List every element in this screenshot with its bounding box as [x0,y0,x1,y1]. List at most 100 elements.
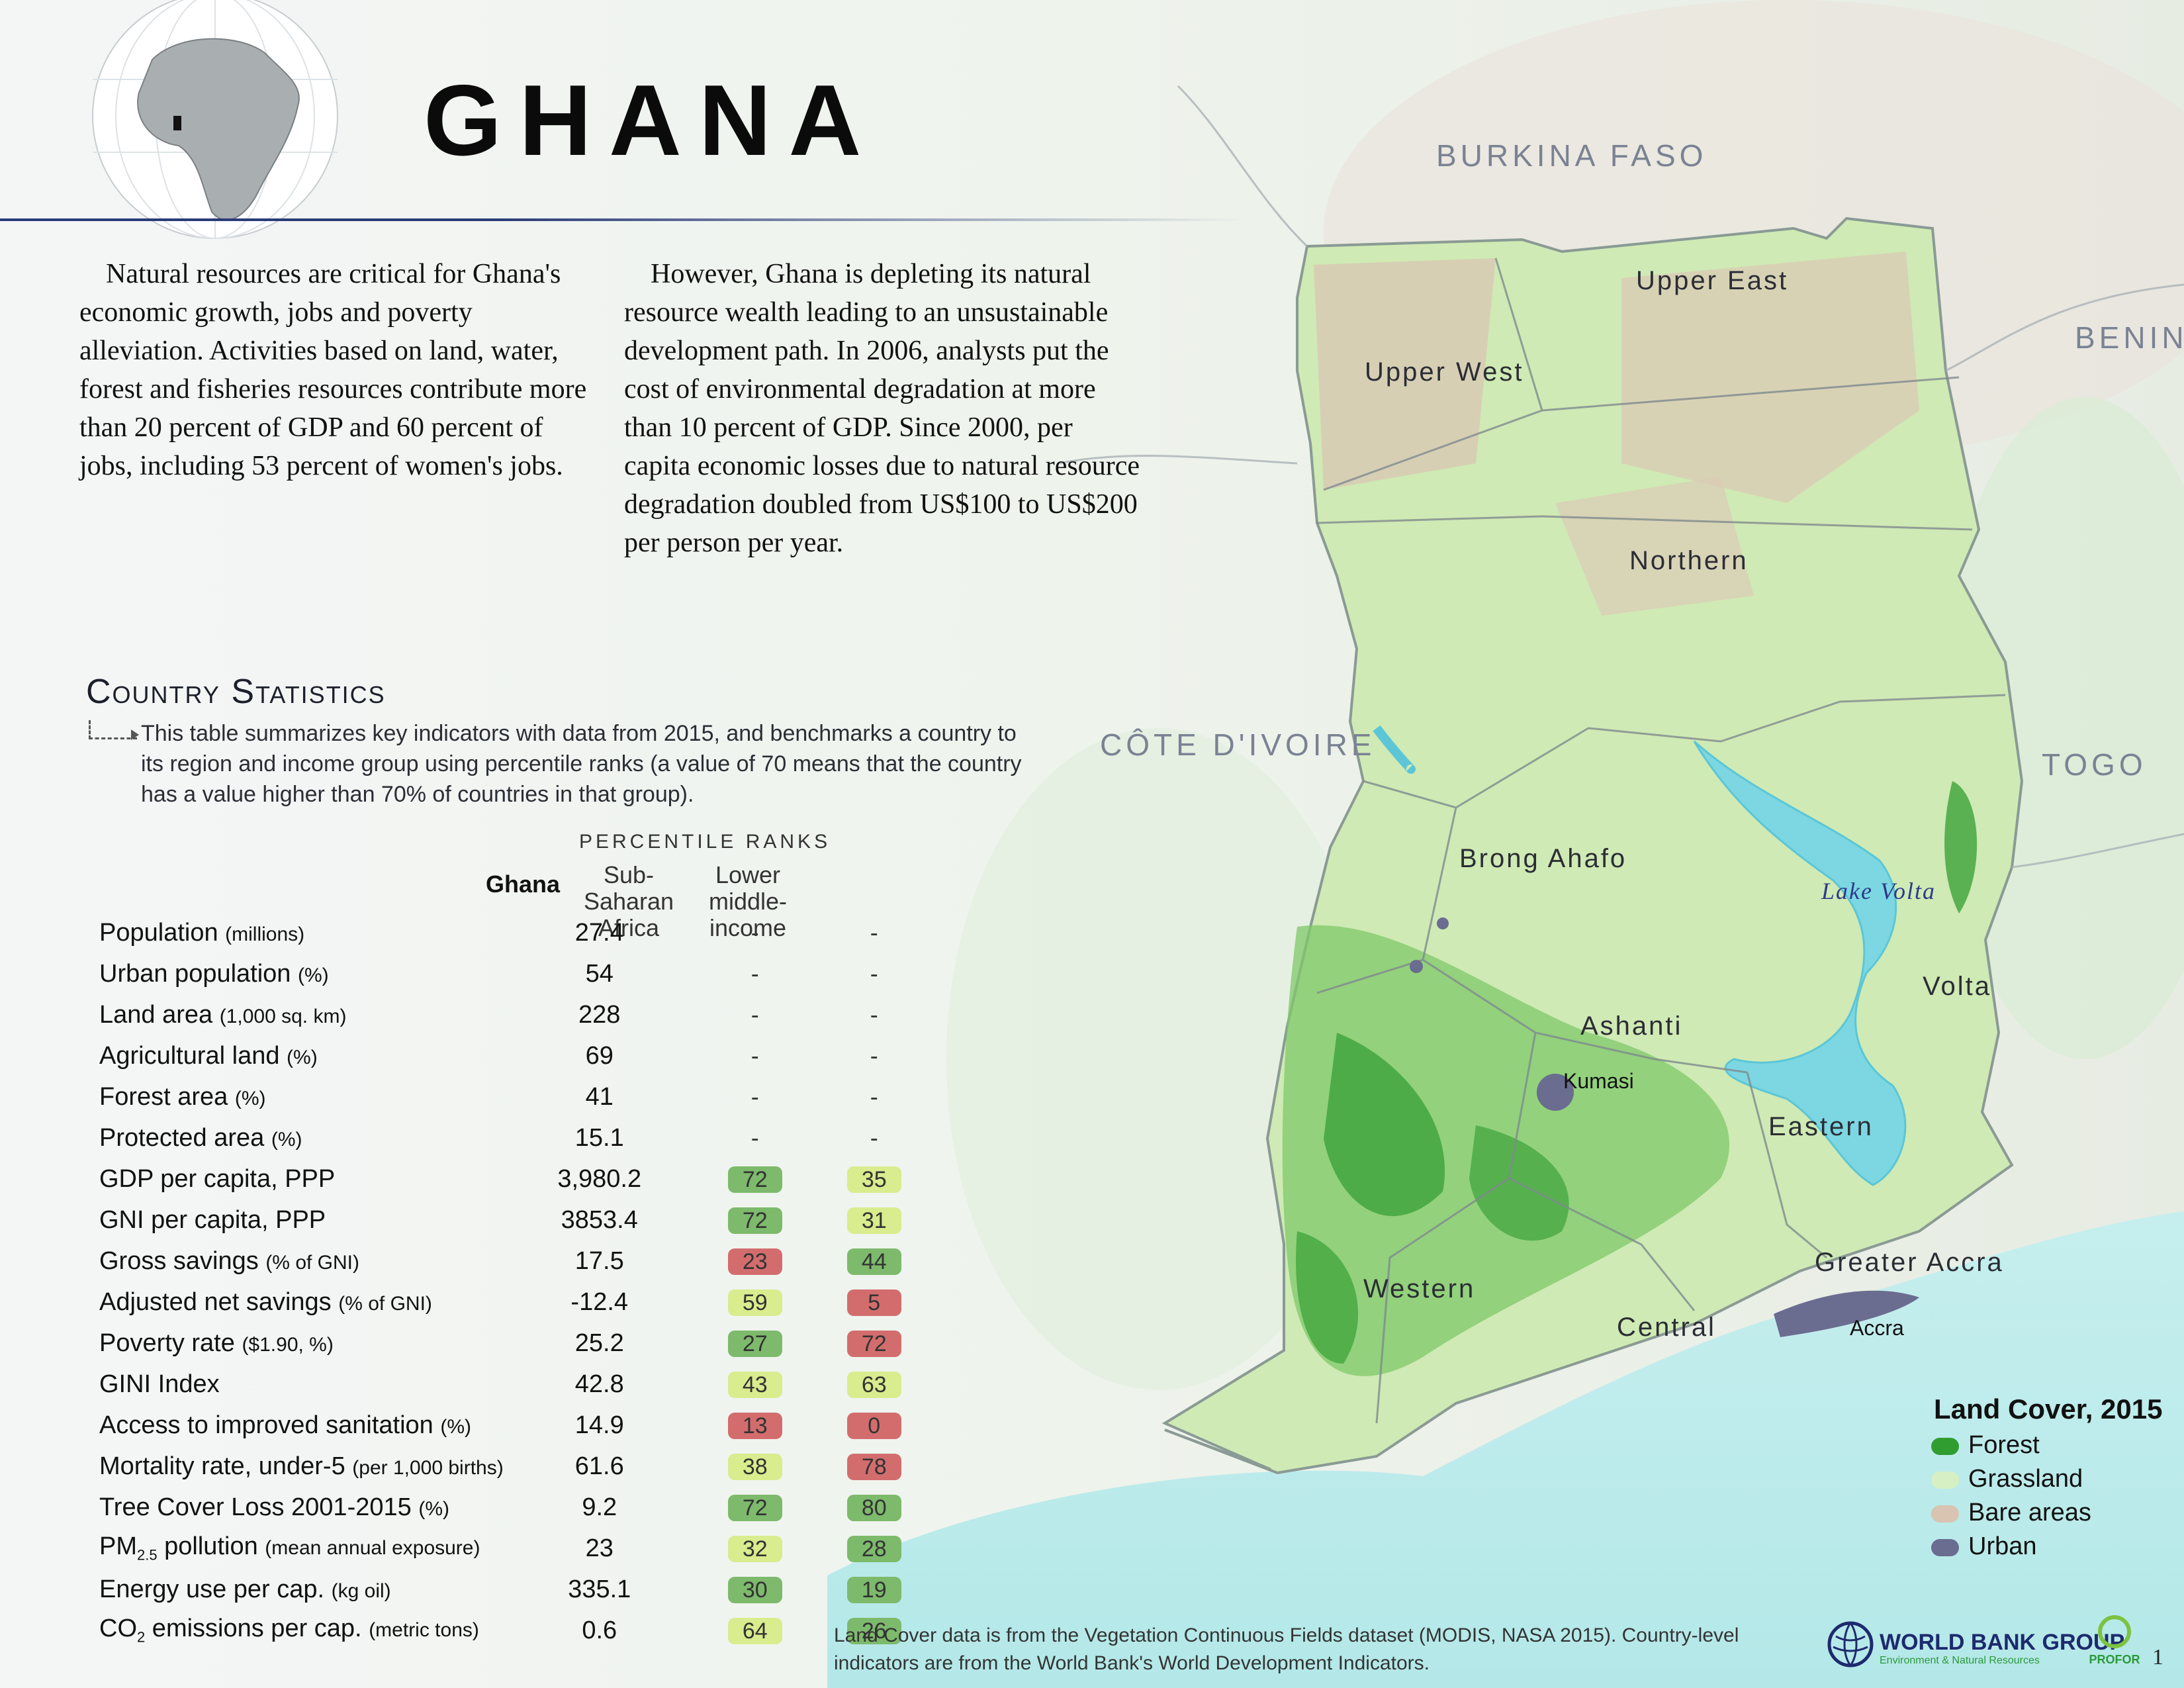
indicator-label: Tree Cover Loss 2001-2015 (%) [99,1493,449,1521]
table-row: Adjusted net savings (% of GNI) -12.4 59 5 [99,1282,934,1323]
ghana-value: 15.1 [574,1123,624,1152]
rank-badge: 23 [727,1248,782,1275]
rank-badge: 59 [727,1289,782,1316]
legend-label: Grassland [1968,1465,2083,1493]
legend-label: Forest [1968,1431,2040,1459]
indicator-label: Land area (1,000 sq. km) [99,1000,347,1029]
region-label-greater-accra: Greater Accra [1815,1248,2004,1277]
legend-swatch [1931,1437,1959,1455]
table-row: Poverty rate ($1.90, %) 25.2 27 72 [99,1323,934,1364]
rank-badge: 44 [846,1248,901,1275]
rank-badge: 72 [727,1495,782,1521]
accra-urban [1774,1290,1919,1337]
rank-sub-saharan-africa: 43 [696,1364,815,1405]
country-label-burkina-faso: BURKINA FASO [1436,138,1707,173]
country-label-cote-divoire: CÔTE D'IVOIRE [1100,727,1376,762]
ghana-value: 335.1 [568,1575,631,1603]
rank-sub-saharan-africa: - [751,1042,759,1069]
ghana-value: -12.4 [570,1288,629,1316]
rank-lower-middle-income: - [870,1083,878,1110]
country-label-benin: BENIN [2075,320,2184,355]
table-row: Energy use per cap. (kg oil) 335.1 30 19 [99,1569,934,1610]
rank-badge: 38 [727,1454,782,1480]
table-row: GINI Index 42.8 43 63 [99,1364,934,1405]
col-income-header: Lower middle-income [708,861,788,941]
page-number: 1 [2152,1645,2163,1669]
city-label-kumasi: Kumasi [1563,1069,1634,1093]
ghana-value: 69 [585,1041,614,1070]
rank-sub-saharan-africa: - [751,960,759,987]
rank-lower-middle-income: - [870,1124,878,1151]
region-label-upper-east: Upper East [1636,266,1789,295]
stats-description: This table summarizes key indicators wit… [141,721,1022,807]
ghana-value: 25.2 [574,1329,624,1357]
rank-lower-middle-income: 63 [815,1364,934,1405]
page-title: GHANA [424,64,879,177]
dashed-pointer [89,720,137,739]
arrow-icon [131,729,139,740]
title-divider [0,218,1244,221]
indicator-label: Agricultural land (%) [99,1041,318,1070]
region-label-volta: Volta [1923,972,1991,1001]
rank-sub-saharan-africa: 32 [696,1528,815,1569]
table-row: Urban population (%) 54 - - [99,953,934,994]
country-label-togo: TOGO [2042,747,2147,782]
rank-lower-middle-income: - [870,1042,878,1069]
table-row: Forest area (%) 41 - - [99,1076,934,1117]
indicator-label: Mortality rate, under-5 (per 1,000 birth… [99,1452,504,1480]
indicator-label: Forest area (%) [99,1082,266,1111]
rank-lower-middle-income: 35 [815,1158,934,1199]
rank-sub-saharan-africa: 59 [696,1282,815,1323]
rank-lower-middle-income: 0 [815,1405,934,1446]
legend-item-urban: Urban [1931,1532,2037,1561]
rank-badge: 63 [846,1372,901,1398]
indicator-label: Gross savings (% of GNI) [99,1246,359,1275]
rank-sub-saharan-africa: 72 [696,1199,815,1241]
legend-title: Land Cover, 2015 [1934,1393,2163,1425]
rank-sub-saharan-africa: 13 [696,1405,815,1446]
region-label-central: Central [1617,1313,1716,1342]
intro-paragraph-2: However, Ghana is depleting its natural … [624,259,1140,558]
rank-badge: 30 [727,1577,782,1603]
rank-badge: 72 [846,1331,901,1357]
indicator-label: CO2 emissions per cap. (metric tons) [99,1615,479,1646]
rank-badge: 72 [727,1207,782,1234]
rank-badge: 31 [846,1207,901,1234]
rank-sub-saharan-africa: - [751,919,759,946]
rank-badge: 64 [727,1618,782,1644]
indicator-label: Poverty rate ($1.90, %) [99,1329,334,1357]
rank-lower-middle-income: 31 [815,1199,934,1241]
ghana-value: 9.2 [582,1493,617,1521]
percentile-ranks-header: PERCENTILE RANKS [579,831,831,853]
world-bank-group-subtitle: Environment & Natural Resources [1880,1655,2040,1666]
legend-swatch [1931,1505,1959,1523]
profor-logo-icon: PROFOR [2089,1615,2140,1666]
city-label-accra: Accra [1850,1316,1904,1340]
rank-sub-saharan-africa: 64 [696,1610,815,1651]
rank-sub-saharan-africa: - [751,1001,759,1028]
rank-lower-middle-income: 72 [815,1323,934,1364]
table-row: PM2.5 pollution (mean annual exposure) 23… [99,1528,934,1569]
ghana-value: 61.6 [574,1452,624,1480]
rank-sub-saharan-africa: 72 [696,1487,815,1528]
indicator-label: PM2.5 pollution (mean annual exposure) [99,1532,480,1564]
indicator-label: GNI per capita, PPP [99,1205,326,1234]
rank-sub-saharan-africa: 38 [696,1446,815,1487]
legend-swatch [1931,1471,1959,1489]
legend-label: Bare areas [1968,1499,2091,1526]
table-row: Agricultural land (%) 69 - - [99,1035,934,1076]
region-label-western: Western [1363,1274,1476,1303]
rank-badge: 80 [846,1495,901,1521]
indicator-label: Urban population (%) [99,959,329,988]
table-row: Population (millions) 27.4 - - [99,912,934,953]
stats-table: Population (millions) 27.4- - Urban populat… [99,912,934,1651]
rank-badge: 19 [846,1577,901,1603]
rank-badge: 28 [846,1536,901,1562]
legend-item-forest: Forest [1931,1431,2040,1460]
ghana-value: 42.8 [574,1370,624,1398]
ghana-value: 17.5 [574,1246,624,1275]
rank-lower-middle-income: 28 [815,1528,934,1569]
world-bank-group-logo-text: WORLD BANK GROUP [1880,1630,2125,1655]
lake-volta-label: Lake Volta [1821,878,1936,904]
rank-badge: 78 [846,1454,901,1480]
